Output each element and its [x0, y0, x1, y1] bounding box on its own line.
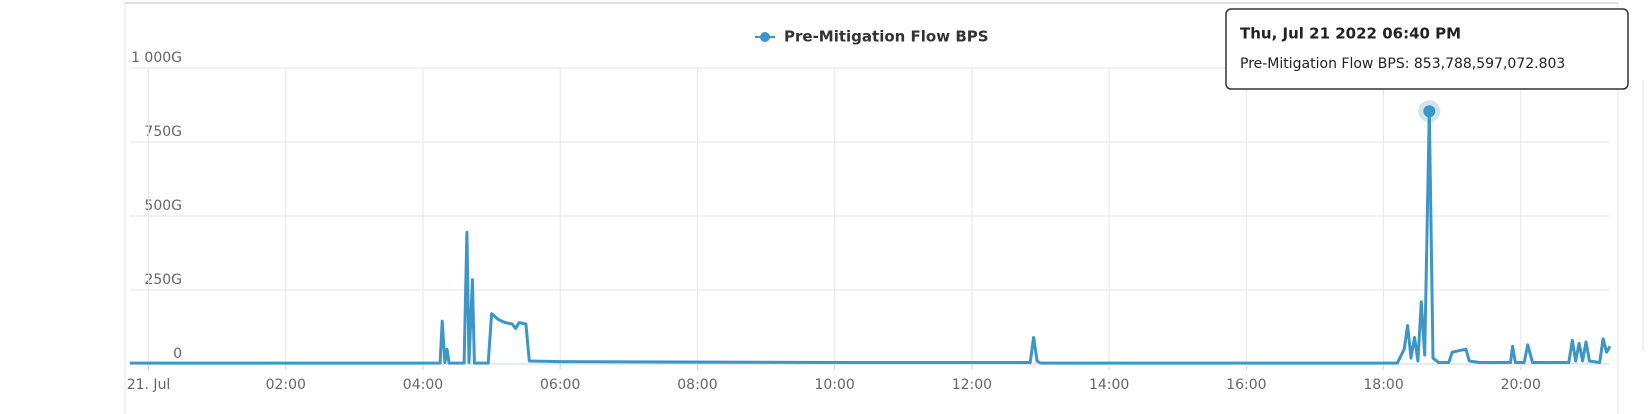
tooltip-box: [1225, 8, 1629, 90]
y-tick-label: 1 000G: [131, 50, 182, 66]
tooltip-text: Pre-Mitigation Flow BPS: 853,788,597,072…: [1240, 56, 1565, 72]
x-tick-label: 20:00: [1501, 377, 1541, 393]
x-tick-label: 08:00: [677, 377, 717, 393]
y-tick-label: 750G: [144, 124, 182, 140]
hover-point: [1423, 105, 1436, 118]
tooltip-title: Thu, Jul 21 2022 06:40 PM: [1240, 25, 1461, 43]
series-line: [130, 109, 1612, 365]
tooltip: Thu, Jul 21 2022 06:40 PM Pre-Mitigation …: [1225, 8, 1629, 90]
legend-marker: [760, 32, 770, 42]
x-tick-label: 06:00: [540, 377, 580, 393]
y-tick-label: 0: [173, 346, 182, 362]
x-tick-label: 16:00: [1226, 377, 1266, 393]
x-tick-label: 04:00: [403, 377, 443, 393]
x-tick-label: 02:00: [266, 377, 306, 393]
y-tick-label: 250G: [144, 272, 182, 288]
x-tick-label: 14:00: [1089, 377, 1129, 393]
x-tick-label: 18:00: [1363, 377, 1403, 393]
x-tick-label: 10:00: [814, 377, 854, 393]
legend-label[interactable]: Pre-Mitigation Flow BPS: [784, 28, 989, 46]
x-tick-label: 21. Jul: [127, 377, 171, 393]
y-tick-label: 500G: [144, 198, 182, 214]
legend[interactable]: Pre-Mitigation Flow BPS: [755, 28, 989, 46]
x-tick-label: 12:00: [952, 377, 992, 393]
